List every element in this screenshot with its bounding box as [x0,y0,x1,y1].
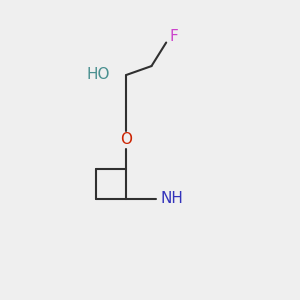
Text: NH: NH [160,191,183,206]
Text: HO: HO [87,68,110,82]
Text: O: O [120,132,132,147]
Text: F: F [169,29,178,44]
